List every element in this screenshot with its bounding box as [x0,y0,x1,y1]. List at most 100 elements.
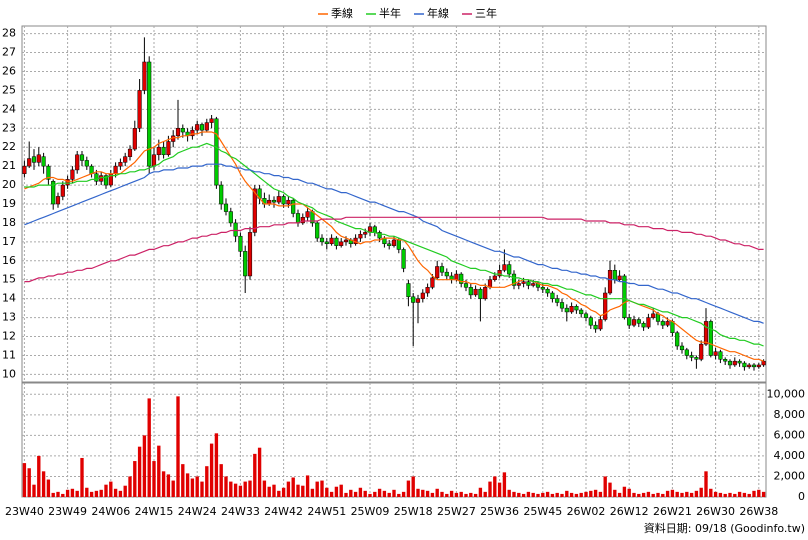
y-tick-label: 26 [2,64,16,77]
candle-body [36,154,41,163]
candle-body [540,287,545,290]
volume-bar [157,445,161,497]
volume-bar [118,490,123,497]
volume-bar [277,490,281,497]
volume-bar [152,461,156,497]
candle-body [665,321,670,326]
volume-bar [680,492,684,497]
volume-bar [425,490,430,497]
volume-bar [248,480,252,497]
ma-line [24,216,764,283]
volume-bar [339,484,343,497]
volume-bar [737,491,742,497]
ma-line [24,142,764,347]
volume-bar [430,492,435,497]
volume-bar [488,481,492,497]
candle-body [747,364,752,368]
volume-bar [267,486,271,497]
volume-bar [94,490,99,497]
y-tick-label: 22 [2,140,16,153]
candle-body [305,211,310,218]
candle-body [166,141,171,156]
candle-body [425,287,430,294]
volume-bar [377,488,382,497]
candle-body [751,364,757,368]
volume-bar [579,492,583,497]
volume-bar [728,492,732,497]
volume-bar [358,487,363,497]
candle-body [684,349,689,356]
volume-bar [320,480,324,497]
volume-bar [613,489,617,497]
volume-bar [713,491,718,497]
candle-body [502,264,507,271]
candle-body [329,237,334,245]
candle-body [147,61,152,167]
candle-body [454,273,459,280]
x-tick-label: 23W40 [5,505,44,518]
candle-body [319,237,325,243]
candle-body [569,306,574,313]
candle-body [324,241,329,245]
volume-bar [397,493,401,497]
volume-bar [392,489,396,497]
candle-body [55,196,61,205]
volume-bar [272,484,276,497]
volume-bar [502,472,507,497]
volume-tick-label: 10,000 [767,387,806,400]
candle-body [137,90,142,129]
volume-bar [176,396,180,497]
y-tick-label: 25 [2,83,16,96]
volume-bar [641,492,646,497]
volume-bar [704,471,708,497]
candle-body [75,154,80,171]
candle-body [699,343,704,360]
candle-body [60,184,65,197]
candle-body [31,156,37,163]
volume-bar [469,492,473,497]
volume-bar [401,491,406,497]
volume-bar [89,491,94,497]
volume-bar [161,471,166,497]
candle-body [113,165,118,174]
volume-bar [315,481,319,497]
x-tick-label: 24W33 [221,505,260,518]
y-tick-label: 19 [2,197,16,210]
candle-body [295,213,301,224]
volume-bar [109,481,113,497]
y-tick-label: 27 [2,46,16,59]
legend-label: 年線 [427,6,449,20]
volume-bar [238,485,243,497]
volume-bar [416,488,420,497]
candle-body [363,232,368,235]
volume-bar [569,492,574,497]
volume-bar [233,483,238,497]
volume-bar [627,488,631,497]
y-tick-label: 11 [2,348,16,361]
candle-body [473,288,478,296]
candle-body [723,359,728,362]
volume-bar [531,492,535,497]
volume-bar [229,481,233,497]
candle-body [142,61,147,91]
candle-body [511,273,517,286]
volume-bar [406,480,411,497]
x-tick-label: 26W38 [739,505,778,518]
candle-body [339,241,344,246]
candle-body [742,362,747,368]
candle-body [497,270,502,277]
volume-bar [709,488,713,497]
candle-body [300,217,305,224]
volume-bar [104,484,108,497]
x-tick-label: 24W24 [178,505,217,518]
volume-bar [195,476,199,497]
y-tick-label: 28 [2,27,16,40]
candle-body [161,146,166,156]
volume-bar [46,479,51,497]
candle-body [516,283,521,286]
volume-bar [598,491,603,497]
candle-body [444,271,449,277]
candle-body [175,128,181,137]
candle-body [209,118,214,123]
x-tick-label: 25W09 [351,505,390,518]
